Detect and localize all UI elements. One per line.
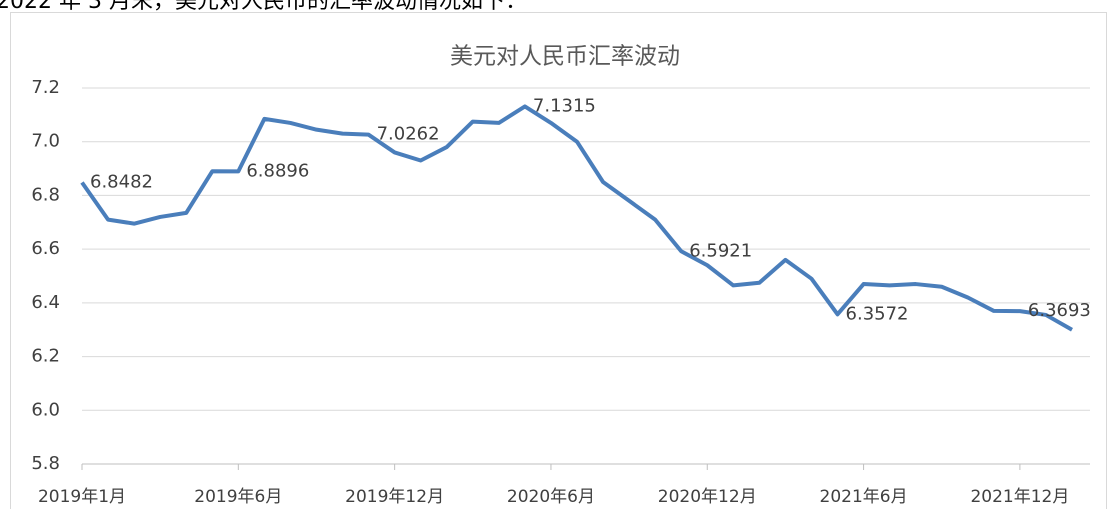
y-tick-label: 6.4 <box>31 292 60 313</box>
y-tick-label: 6.2 <box>31 346 60 367</box>
data-label: 6.3572 <box>846 303 909 324</box>
y-tick-label: 6.6 <box>31 238 60 259</box>
x-tick-label: 2021年12月 <box>970 487 1069 507</box>
y-tick-label: 5.8 <box>31 453 60 474</box>
y-tick-label: 6.8 <box>31 184 60 205</box>
x-tick-label: 2020年12月 <box>658 487 757 507</box>
y-tick-label: 7.2 <box>31 77 60 98</box>
x-tick-label: 2019年1月 <box>38 487 126 507</box>
chart-frame <box>10 12 1107 509</box>
data-label: 6.3693 <box>1028 300 1091 321</box>
y-tick-label: 6.0 <box>31 399 60 420</box>
data-label: 6.8896 <box>246 160 309 181</box>
x-tick-label: 2019年6月 <box>194 487 282 507</box>
line-series <box>80 104 1073 332</box>
chart-title: 美元对人民币汇率波动 <box>450 44 680 70</box>
x-tick-label: 2019年12月 <box>345 487 444 507</box>
y-tick-label: 7.0 <box>31 131 60 152</box>
x-tick-label: 2021年6月 <box>820 487 908 507</box>
intro-text: 2022 年 3 月末，美元对人民币的汇率波动情况如下： <box>0 0 527 14</box>
data-label: 6.8482 <box>90 171 153 192</box>
data-label: 6.5921 <box>689 240 752 261</box>
x-tick-label: 2020年6月 <box>507 487 595 507</box>
data-label: 7.0262 <box>377 124 440 145</box>
data-label: 7.1315 <box>533 95 596 116</box>
